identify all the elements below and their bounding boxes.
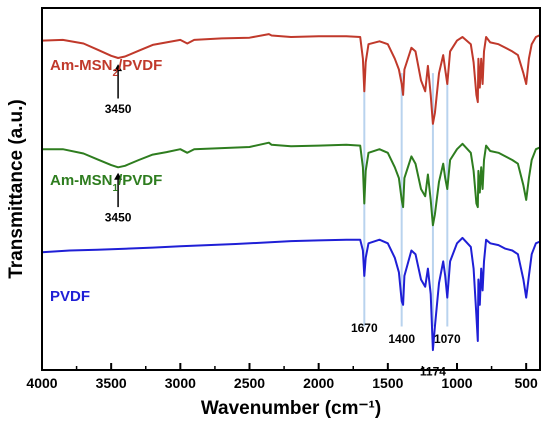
annotations: 3450 3450 1670 1400 1070 1174 <box>105 64 461 378</box>
x-axis-ticks: 4000 3500 3000 2500 2000 1500 1000 500 <box>26 363 538 391</box>
peak-label: 1070 <box>434 332 461 346</box>
series-line <box>42 141 541 227</box>
series-labels: Am-MSN2/PVDF Am-MSN1/PVDF PVDF <box>50 57 162 305</box>
series-lines <box>41 33 541 352</box>
peak-label: 1174 <box>420 364 446 378</box>
peak-label: 1670 <box>351 321 378 335</box>
x-tick-label: 2000 <box>303 375 334 391</box>
x-tick-label: 4000 <box>26 375 57 391</box>
annotation-label: 3450 <box>105 102 132 116</box>
series-label: Am-MSN2/PVDF <box>50 57 162 79</box>
x-axis-title: Wavenumber (cm⁻¹) <box>201 398 381 419</box>
series-line <box>41 33 541 125</box>
x-tick-label: 2500 <box>234 375 265 391</box>
annotation-arrow-head <box>114 172 123 180</box>
x-tick-label: 1500 <box>372 375 403 391</box>
x-tick-label: 500 <box>514 375 538 391</box>
series-label: PVDF <box>50 288 90 305</box>
y-axis-title: Transmittance (a.u.) <box>6 99 27 279</box>
annotation-arrow-head <box>114 64 123 72</box>
plot-frame <box>41 7 541 371</box>
x-tick-label: 3000 <box>165 375 196 391</box>
series-label: Am-MSN1/PVDF <box>50 172 162 194</box>
peak-label: 1400 <box>388 332 415 346</box>
series-line <box>41 236 541 352</box>
annotation-label: 3450 <box>105 211 132 225</box>
x-tick-label: 3500 <box>96 375 127 391</box>
x-tick-label: 1000 <box>441 375 472 391</box>
